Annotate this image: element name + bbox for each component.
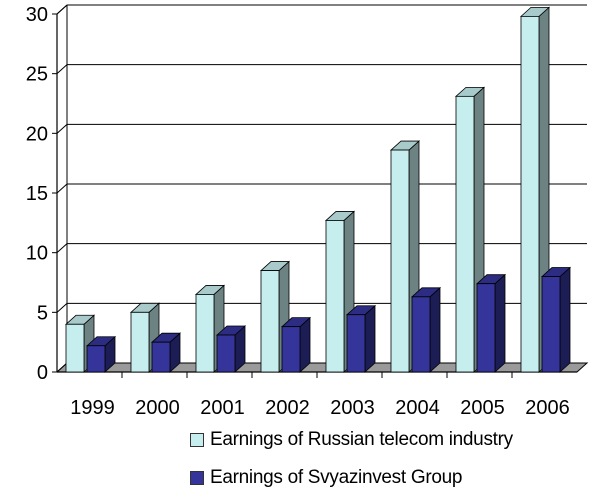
bar-svyazinvest-side xyxy=(364,304,376,373)
bar-svyazinvest xyxy=(541,276,561,373)
x-tick-label: 2002 xyxy=(265,397,310,419)
y-tick-label: 30 xyxy=(26,4,48,26)
x-tick-label: 1999 xyxy=(70,397,115,419)
bar-svyazinvest-side xyxy=(559,266,571,373)
y-tick-label: 20 xyxy=(26,123,48,145)
legend-label-telecom-industry: Earnings of Russian telecom industry xyxy=(210,429,513,450)
side-gridline xyxy=(56,302,68,313)
legend-item-telecom-industry: Earnings of Russian telecom industry xyxy=(190,428,513,452)
bar-telecom-industry xyxy=(65,323,85,373)
bar-telecom-industry xyxy=(195,294,215,373)
bar-telecom-industry xyxy=(390,149,410,373)
x-tick-label: 2005 xyxy=(460,397,505,419)
bar-svyazinvest xyxy=(151,341,171,373)
x-tick-label: 2001 xyxy=(200,397,245,419)
bar-svyazinvest xyxy=(86,345,106,373)
y-tick-label: 5 xyxy=(37,302,48,324)
legend-swatch-svyazinvest xyxy=(190,471,204,485)
side-gridline xyxy=(56,183,68,194)
side-gridline xyxy=(56,243,68,254)
x-tick-label: 2000 xyxy=(135,397,180,419)
y-tick-label: 25 xyxy=(26,64,48,86)
side-gridline xyxy=(56,64,68,75)
legend-item-svyazinvest: Earnings of Svyazinvest Group xyxy=(190,466,513,490)
legend: Earnings of Russian telecom industry Ear… xyxy=(190,428,513,504)
bar-svyazinvest xyxy=(281,326,301,373)
side-gridline xyxy=(56,123,68,134)
bar-svyazinvest-side xyxy=(429,286,441,373)
bar-telecom-industry xyxy=(325,220,345,373)
side-gridline xyxy=(56,4,68,15)
bar-svyazinvest xyxy=(346,314,366,373)
bar-svyazinvest xyxy=(216,334,236,373)
bar-telecom-industry xyxy=(520,15,540,373)
bar-chart: 0 5 10 15 20 25 30 1999 2000 2001 2002 2003 2004 2005… xyxy=(26,4,589,419)
legend-label-svyazinvest: Earnings of Svyazinvest Group xyxy=(210,467,463,488)
x-tick-label: 2006 xyxy=(525,397,570,419)
x-tick-label: 2003 xyxy=(330,397,375,419)
side-gridline xyxy=(56,362,68,373)
bar-telecom-industry xyxy=(260,270,280,373)
y-tick-label: 0 xyxy=(37,362,48,384)
legend-swatch-telecom-industry xyxy=(190,433,204,447)
bar-telecom-industry xyxy=(130,311,150,373)
bar-telecom-industry xyxy=(455,95,475,373)
y-tick-label: 15 xyxy=(26,183,48,205)
bar-svyazinvest xyxy=(411,296,431,373)
bar-svyazinvest xyxy=(476,283,496,373)
y-tick-label: 10 xyxy=(26,243,48,265)
x-tick-label: 2004 xyxy=(395,397,440,419)
bar-svyazinvest-side xyxy=(494,273,506,373)
